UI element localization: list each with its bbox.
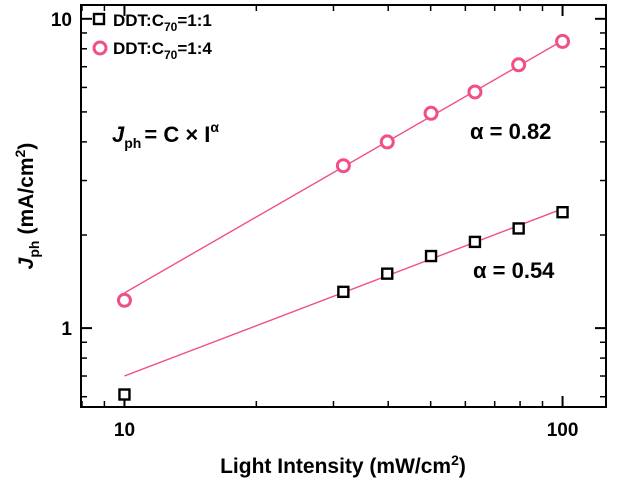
legend: DDT:C70=1:1 DDT:C70=1:4 xyxy=(92,11,212,62)
x-tick-label: 10 xyxy=(114,420,135,441)
data-point-series-1 xyxy=(118,388,131,401)
data-point-series-1 xyxy=(424,249,438,263)
axis-ticks xyxy=(81,5,606,407)
data-point-series-1 xyxy=(512,222,525,235)
y-tick-label: 10 xyxy=(51,10,72,31)
fit-lines xyxy=(124,40,563,377)
equation-annotation: Jph = C × Iα xyxy=(112,119,219,151)
legend-label-series-1: DDT:C70=1:1 xyxy=(113,11,212,34)
alpha-annotation-series-2: α = 0.82 xyxy=(470,119,551,144)
legend-marker-square xyxy=(92,12,106,26)
y-axis-label: Jph(mA/cm2) xyxy=(12,143,42,270)
legend-marker-circle xyxy=(92,40,108,56)
data-point-series-2 xyxy=(335,158,351,174)
data-point-series-2 xyxy=(511,57,527,73)
y-tick-label: 1 xyxy=(61,319,72,340)
data-point-series-2 xyxy=(467,84,483,100)
data-point-series-1 xyxy=(468,235,482,249)
data-point-series-1 xyxy=(337,285,350,299)
x-axis-label: Light Intensity (mW/cm2) xyxy=(220,452,466,478)
x-tick-label: 100 xyxy=(547,420,579,441)
data-markers xyxy=(116,33,571,401)
plot-frame xyxy=(80,4,607,408)
legend-label-series-2: DDT:C70=1:4 xyxy=(113,39,212,62)
data-point-series-2 xyxy=(379,134,395,150)
alpha-annotation-series-1: α = 0.54 xyxy=(473,258,555,283)
data-point-series-1 xyxy=(556,205,569,219)
data-point-series-1 xyxy=(381,267,394,280)
data-point-series-2 xyxy=(423,105,439,121)
data-point-series-2 xyxy=(116,292,132,308)
data-point-series-2 xyxy=(555,33,571,49)
